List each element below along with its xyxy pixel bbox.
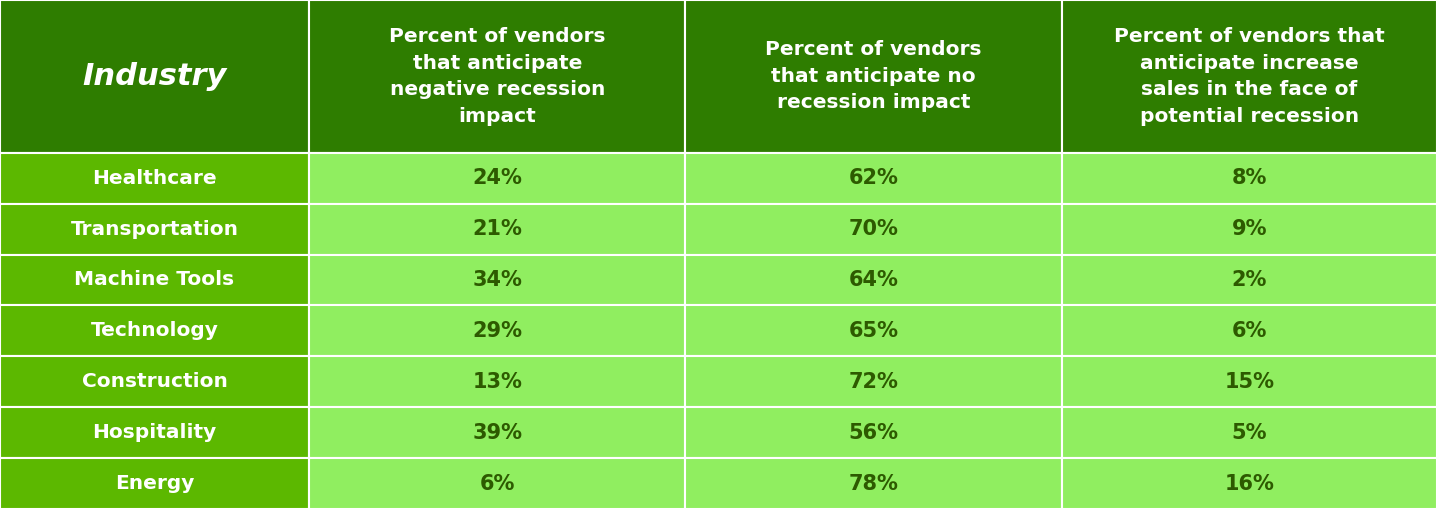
Text: 62%: 62% [849, 168, 898, 188]
Text: 39%: 39% [473, 422, 522, 443]
Text: 2%: 2% [1232, 270, 1267, 290]
Text: Energy: Energy [115, 474, 194, 493]
Text: 34%: 34% [473, 270, 522, 290]
Text: 72%: 72% [849, 372, 898, 392]
Bar [685, 204, 1062, 254]
Bar [685, 407, 1062, 458]
Text: 8%: 8% [1232, 168, 1267, 188]
Text: 16%: 16% [1224, 473, 1275, 494]
Bar [0, 0, 309, 153]
Text: Transportation: Transportation [70, 219, 239, 239]
Text: 64%: 64% [849, 270, 898, 290]
Text: Construction: Construction [82, 372, 227, 391]
Text: 70%: 70% [849, 219, 898, 239]
Bar [1062, 254, 1437, 305]
Text: Percent of vendors
that anticipate
negative recession
impact: Percent of vendors that anticipate negat… [389, 27, 605, 126]
Text: Hospitality: Hospitality [92, 423, 217, 442]
Bar [309, 407, 685, 458]
Bar [1062, 305, 1437, 356]
Bar [685, 356, 1062, 407]
Bar [0, 204, 309, 254]
Bar [1062, 356, 1437, 407]
Text: Machine Tools: Machine Tools [75, 270, 234, 290]
Bar [0, 407, 309, 458]
Bar [685, 458, 1062, 509]
Bar [1062, 0, 1437, 153]
Bar [685, 254, 1062, 305]
Bar [309, 153, 685, 204]
Bar [0, 356, 309, 407]
Text: 56%: 56% [849, 422, 898, 443]
Text: Technology: Technology [91, 321, 218, 341]
Bar [0, 153, 309, 204]
Text: Industry: Industry [82, 62, 227, 91]
Bar [0, 305, 309, 356]
Text: 5%: 5% [1232, 422, 1267, 443]
Bar [1062, 204, 1437, 254]
Bar [1062, 153, 1437, 204]
Bar [685, 153, 1062, 204]
Text: 29%: 29% [473, 321, 522, 341]
Bar [685, 305, 1062, 356]
Text: 24%: 24% [473, 168, 522, 188]
Bar [0, 458, 309, 509]
Bar [309, 458, 685, 509]
Bar [309, 0, 685, 153]
Text: 78%: 78% [849, 473, 898, 494]
Bar [0, 254, 309, 305]
Text: 65%: 65% [849, 321, 898, 341]
Bar [309, 305, 685, 356]
Text: Healthcare: Healthcare [92, 168, 217, 188]
Text: 21%: 21% [473, 219, 522, 239]
Text: 13%: 13% [473, 372, 522, 392]
Bar [309, 254, 685, 305]
Text: 6%: 6% [480, 473, 514, 494]
Bar [1062, 458, 1437, 509]
Text: 6%: 6% [1232, 321, 1267, 341]
Bar [309, 356, 685, 407]
Text: 9%: 9% [1232, 219, 1267, 239]
Text: Percent of vendors that
anticipate increase
sales in the face of
potential reces: Percent of vendors that anticipate incre… [1114, 27, 1385, 126]
Bar [685, 0, 1062, 153]
Bar [309, 204, 685, 254]
Text: Percent of vendors
that anticipate no
recession impact: Percent of vendors that anticipate no re… [766, 40, 981, 112]
Text: 15%: 15% [1224, 372, 1275, 392]
Bar [1062, 407, 1437, 458]
